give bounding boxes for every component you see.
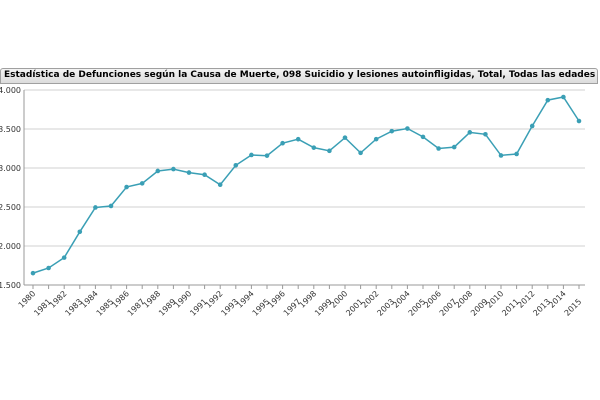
data-point[interactable] [311, 145, 317, 150]
x-tick-label: 2010 [485, 289, 506, 310]
data-point[interactable] [171, 166, 176, 172]
data-point[interactable] [139, 181, 145, 186]
data-point[interactable] [264, 153, 270, 158]
data-point[interactable] [155, 168, 161, 174]
grid-lines [24, 89, 585, 286]
y-tick-label: 2.000 [0, 242, 21, 251]
data-point[interactable] [358, 150, 363, 156]
series-points [30, 94, 582, 276]
x-tick-label: 1982 [48, 289, 69, 310]
x-tick-label: 2002 [360, 289, 381, 310]
x-tick-label: 1988 [141, 289, 162, 310]
data-point[interactable] [451, 144, 457, 150]
data-point[interactable] [30, 270, 36, 276]
data-point[interactable] [61, 255, 67, 260]
x-tick-label: 2012 [516, 289, 537, 310]
y-tick-label: 2.500 [0, 203, 21, 212]
data-point[interactable] [46, 265, 51, 271]
x-tick-label: 1980 [17, 289, 38, 310]
y-tick-label: 3.500 [0, 125, 21, 134]
y-axis: 1.500 2.000 2.500 3.000 3.500 4.000 [0, 86, 25, 290]
y-tick-label: 3.000 [0, 164, 21, 173]
data-point[interactable] [295, 136, 301, 142]
data-point[interactable] [545, 97, 551, 103]
x-axis: 1980198119821983198419851986198719881989… [17, 284, 585, 318]
x-tick-label: 1992 [204, 289, 225, 310]
data-point[interactable] [467, 130, 473, 135]
data-point[interactable] [498, 153, 504, 158]
data-point[interactable] [561, 94, 566, 100]
data-point[interactable] [77, 229, 83, 235]
y-tick-label: 4.000 [0, 86, 21, 95]
data-point[interactable] [124, 184, 129, 190]
data-point[interactable] [202, 172, 207, 178]
data-point[interactable] [186, 170, 192, 175]
x-tick-label: 1984 [79, 289, 100, 310]
data-point[interactable] [389, 128, 395, 134]
x-tick-label: 2000 [329, 289, 350, 310]
data-point[interactable] [420, 134, 426, 140]
chart-title-bar: Estadística de Defunciones según la Caus… [0, 68, 598, 84]
y-tick-label: 1.500 [0, 281, 21, 290]
x-tick-label: 1994 [235, 289, 256, 310]
x-tick-label: 1990 [173, 289, 194, 310]
data-point[interactable] [327, 148, 332, 154]
x-tick-label: 2015 [563, 297, 584, 318]
data-point[interactable] [576, 118, 582, 124]
data-point[interactable] [342, 135, 348, 140]
x-tick-label: 2004 [391, 289, 412, 310]
x-tick-label: 1996 [266, 289, 287, 310]
data-point[interactable] [405, 126, 410, 131]
data-point[interactable] [436, 146, 441, 151]
data-point[interactable] [249, 152, 254, 158]
data-point[interactable] [217, 182, 223, 187]
series-line [32, 96, 580, 274]
x-tick-label: 2008 [453, 289, 474, 310]
x-tick-label: 1998 [297, 289, 318, 310]
x-tick-label: 2014 [547, 289, 568, 310]
data-point[interactable] [93, 205, 98, 210]
data-point[interactable] [514, 151, 519, 157]
chart-title: Estadística de Defunciones según la Caus… [4, 70, 596, 80]
data-point[interactable] [108, 203, 114, 209]
data-point[interactable] [233, 162, 239, 168]
x-tick-label: 2006 [422, 289, 443, 310]
data-point[interactable] [529, 123, 535, 129]
data-point[interactable] [483, 132, 488, 137]
x-tick-label: 1986 [110, 289, 131, 310]
data-point[interactable] [373, 136, 379, 142]
data-point[interactable] [280, 140, 285, 146]
